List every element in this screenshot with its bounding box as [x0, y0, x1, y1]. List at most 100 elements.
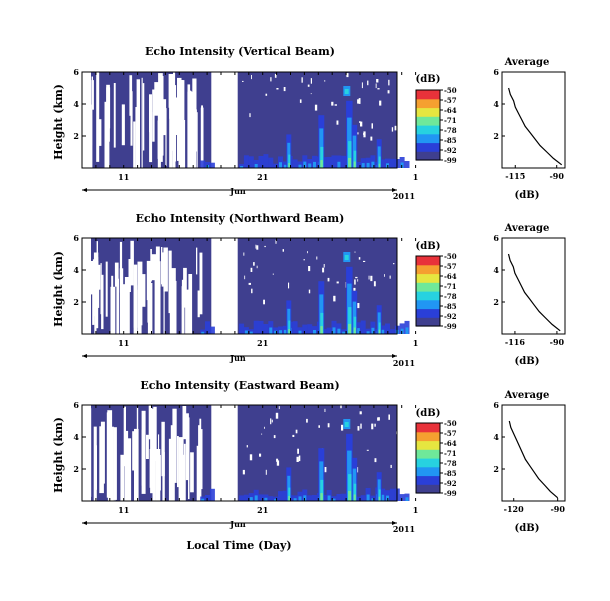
missing-data-cell [121, 284, 126, 334]
echo-cell [320, 493, 323, 501]
missing-data-cell [340, 405, 342, 409]
plot-frame [81, 404, 398, 502]
colorbar-tick-label: -64 [444, 106, 457, 115]
missing-data-cell [161, 421, 165, 477]
echo-cell [244, 330, 248, 334]
echo-cell [365, 157, 371, 168]
echo-cell [378, 156, 381, 168]
missing-data-cell [358, 98, 361, 104]
echo-cell [353, 150, 357, 168]
echo-cell [302, 489, 308, 501]
missing-data-cell [242, 469, 245, 475]
missing-data-cell [116, 278, 119, 334]
echo-cell [312, 495, 317, 501]
echo-cell [288, 320, 291, 334]
plot-frame [81, 237, 398, 335]
colorbar-unit: (dB) [416, 241, 441, 252]
missing-data-cell [264, 426, 265, 429]
echo-cell [273, 163, 279, 168]
echo-cell [378, 322, 381, 334]
echo-cell [371, 327, 375, 334]
echo-cell [307, 495, 313, 501]
echo-cell [336, 494, 342, 501]
missing-data-cell [336, 120, 339, 125]
missing-data-cell [273, 435, 276, 439]
missing-data-cell [82, 72, 91, 168]
missing-data-cell [188, 90, 192, 160]
missing-data-cell [314, 104, 318, 111]
colorbar-frame [415, 422, 441, 494]
echo-cell [360, 495, 366, 501]
missing-data-cell [109, 444, 113, 501]
echo-cell [209, 326, 215, 334]
missing-data-cell [246, 445, 248, 448]
missing-data-cell [316, 256, 318, 260]
missing-data-cell [310, 93, 312, 95]
missing-data-cell [124, 447, 127, 501]
missing-data-cell [248, 282, 251, 285]
missing-data-cell [96, 257, 99, 329]
x-tick-label: 21 [257, 505, 268, 515]
missing-data-cell [358, 257, 361, 260]
colorbar-segment [416, 458, 440, 468]
colorbar-segment [416, 273, 440, 283]
missing-data-cell [114, 262, 119, 287]
colorbar-segment [416, 116, 440, 126]
colorbar-tick-label: -99 [444, 489, 457, 498]
missing-data-cell [155, 246, 160, 334]
colorbar-tick-label: -92 [444, 479, 457, 488]
missing-data-cell [374, 423, 376, 427]
missing-data-cell [375, 83, 377, 89]
missing-data-cell [171, 87, 173, 151]
x-tick-label: 11 [118, 338, 129, 348]
missing-data-cell [388, 79, 390, 86]
echo-cell [249, 497, 253, 501]
missing-data-cell [256, 245, 259, 250]
average-y-tick-label: 4 [493, 99, 499, 109]
missing-data-cell [402, 125, 405, 130]
echo-cell [268, 157, 274, 168]
missing-data-cell [142, 83, 145, 151]
average-y-tick-label: 2 [493, 297, 499, 307]
missing-data-cell [360, 423, 362, 429]
missing-data-cell [384, 274, 385, 277]
missing-data-cell [243, 252, 245, 256]
missing-data-cell [379, 100, 382, 106]
colorbar-tick-label: -64 [444, 272, 457, 281]
echo-cell [274, 498, 278, 501]
missing-data-cell [377, 88, 380, 90]
missing-data-cell [94, 445, 97, 490]
colorbar-segment [416, 90, 440, 100]
missing-data-cell [403, 248, 406, 253]
echo-cell [344, 422, 349, 427]
panel-title: Echo Intensity (Vertical Beam) [145, 45, 335, 58]
echo-cell [205, 321, 210, 334]
y-tick-label: 6 [73, 67, 79, 77]
colorbar-tick-label: -64 [444, 439, 457, 448]
missing-data-cell [276, 460, 280, 466]
missing-data-cell [244, 275, 246, 280]
average-y-tick-label: 6 [493, 400, 499, 410]
x-tick-label: 21 [257, 338, 268, 348]
missing-data-cell [177, 436, 179, 488]
missing-data-cell [251, 288, 253, 294]
missing-data-cell [401, 108, 403, 114]
echo-cell [355, 496, 361, 501]
missing-data-cell [399, 119, 401, 121]
colorbar-frame [415, 255, 441, 327]
missing-data-cell [298, 455, 301, 462]
average-frame [501, 237, 566, 335]
x-tick-label: 1 [413, 505, 419, 515]
missing-data-cell [82, 238, 91, 334]
missing-data-cell [265, 469, 267, 475]
echo-cell [361, 163, 365, 168]
coverage-gap [211, 405, 238, 501]
missing-data-cell [253, 262, 255, 266]
average-x-tick-label: -120 [504, 504, 524, 514]
colorbar-segment [416, 133, 440, 144]
missing-data-cell [331, 101, 334, 106]
missing-data-cell [120, 454, 125, 501]
missing-data-cell [376, 79, 379, 83]
colorbar-tick-label: -71 [444, 282, 457, 291]
